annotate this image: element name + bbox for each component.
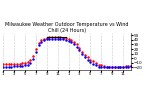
Title: Milwaukee Weather Outdoor Temperature vs Wind Chill (24 Hours): Milwaukee Weather Outdoor Temperature vs…	[5, 22, 129, 33]
